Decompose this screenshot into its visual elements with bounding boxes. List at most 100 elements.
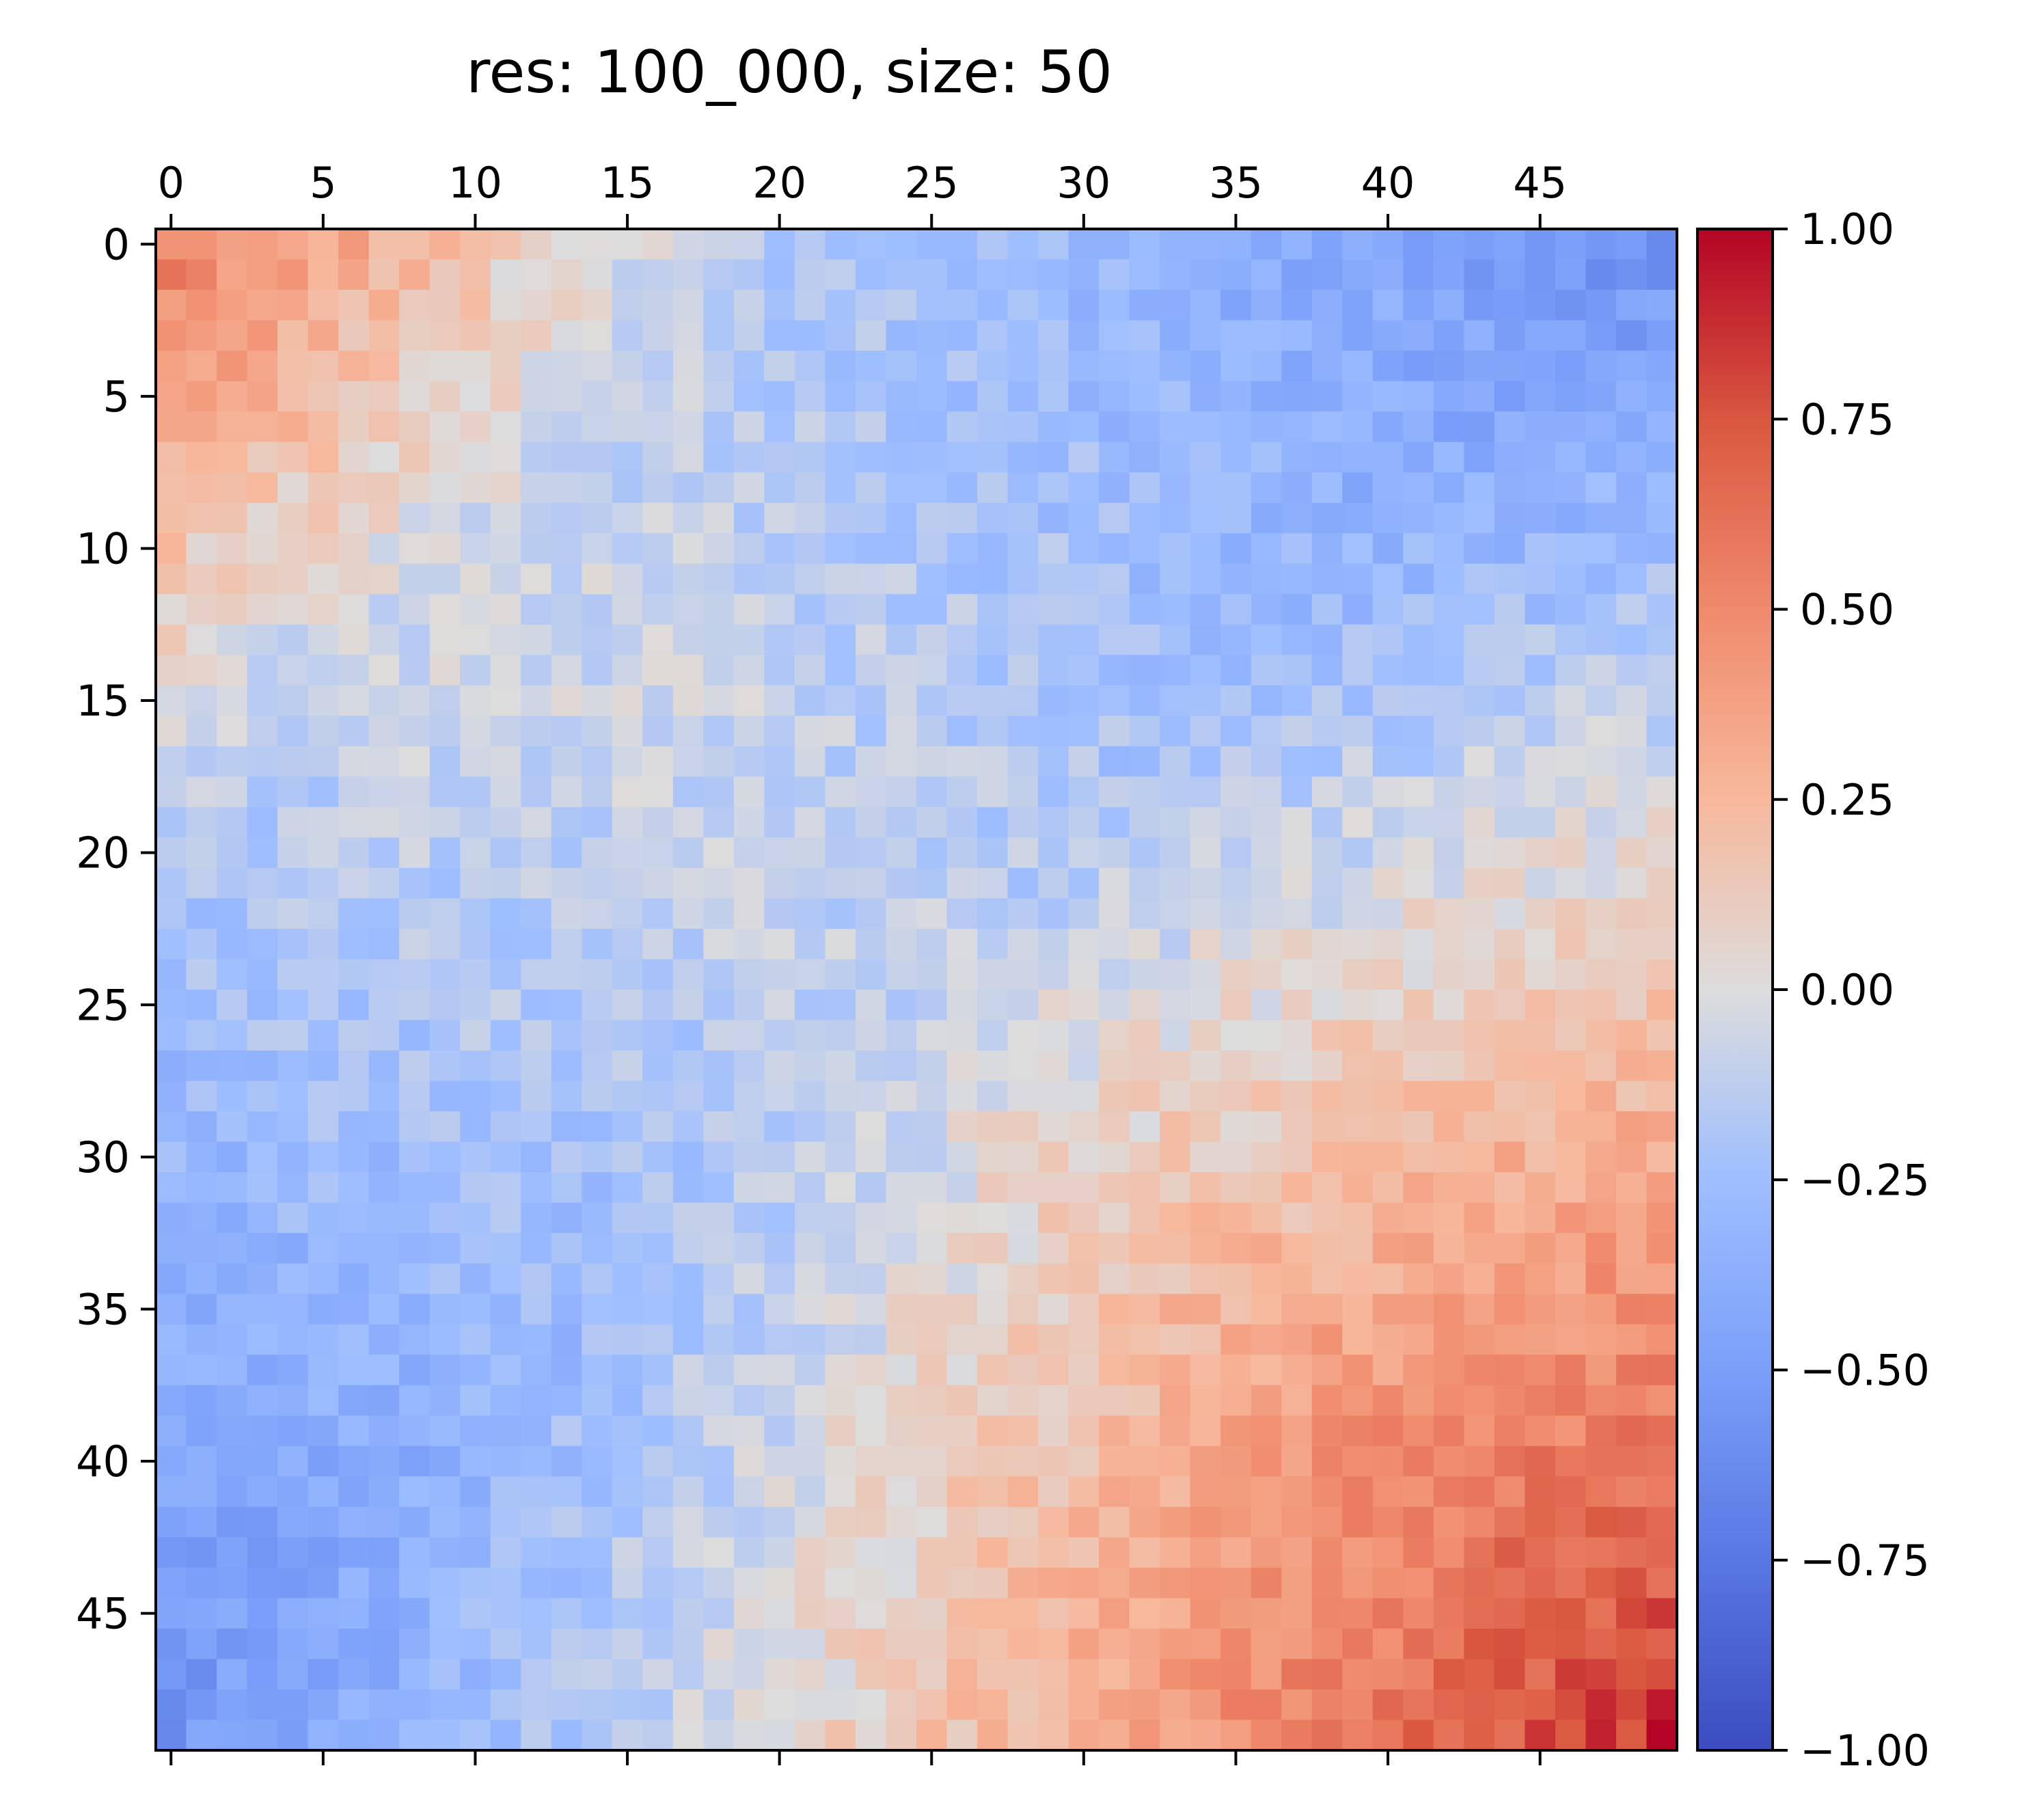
heatmap-cell (521, 990, 552, 1021)
heatmap-cell (1525, 898, 1556, 929)
heatmap-cell (1646, 928, 1678, 960)
heatmap-cell (855, 533, 887, 565)
heatmap-cell (399, 320, 431, 351)
heatmap-cell (764, 1628, 795, 1660)
heatmap-cell (247, 1324, 278, 1355)
heatmap-cell (1403, 1263, 1434, 1294)
heatmap-cell (1281, 351, 1313, 382)
heatmap-cell (1038, 1233, 1069, 1264)
heatmap-cell (886, 411, 917, 443)
heatmap-cell (1129, 1689, 1160, 1721)
heatmap-cell (582, 1567, 613, 1599)
heatmap-cell (1068, 776, 1100, 808)
heatmap-cell (733, 624, 765, 655)
heatmap-cell (1251, 1445, 1282, 1477)
heatmap-cell (399, 1720, 431, 1751)
heatmap-cell (429, 1628, 461, 1660)
heatmap-cell (612, 1050, 643, 1082)
heatmap-cell (1525, 837, 1556, 869)
heatmap-cell (1433, 746, 1464, 777)
heatmap-cell (521, 1476, 552, 1508)
heatmap-cell (1220, 1111, 1252, 1143)
heatmap-cell (490, 1506, 521, 1538)
heatmap-cell (429, 1020, 461, 1051)
heatmap-cell (703, 1355, 735, 1386)
heatmap-cell (1464, 594, 1495, 625)
heatmap-cell (156, 776, 187, 808)
heatmap-cell (368, 624, 400, 655)
heatmap-cell (1342, 1081, 1374, 1112)
heatmap-cell (642, 746, 674, 777)
heatmap-cell (1615, 1081, 1648, 1112)
heatmap-cell (490, 1233, 521, 1264)
heatmap-cell (582, 1263, 613, 1294)
heatmap-cell (1555, 1202, 1587, 1234)
heatmap-cell (1038, 502, 1069, 534)
heatmap-cell (1129, 624, 1160, 655)
heatmap-cell (825, 1476, 856, 1508)
heatmap-cell (1129, 1385, 1160, 1416)
heatmap-cell (429, 1506, 461, 1538)
heatmap-cell (1190, 320, 1221, 351)
heatmap-cell (764, 990, 795, 1021)
heatmap-cell (156, 746, 187, 777)
heatmap-cell (368, 594, 400, 625)
heatmap-cell (582, 502, 613, 534)
heatmap-cell (1068, 290, 1100, 321)
heatmap-cell (1099, 928, 1130, 960)
heatmap-cell (642, 655, 674, 686)
heatmap-cell (612, 229, 643, 260)
heatmap-cell (1099, 1598, 1130, 1629)
heatmap-cell (855, 746, 887, 777)
heatmap-cell (1251, 898, 1282, 929)
heatmap-cell (368, 990, 400, 1021)
heatmap-cell (642, 442, 674, 473)
heatmap-cell (916, 1202, 948, 1234)
heatmap-cell (1160, 1172, 1191, 1204)
colorbar-tick-label: −0.75 (1800, 1536, 1930, 1586)
heatmap-cell (1403, 502, 1434, 534)
heatmap-cell (247, 867, 278, 899)
heatmap-cell (1190, 867, 1221, 899)
heatmap-cell (186, 1233, 217, 1264)
heatmap-cell (1311, 320, 1343, 351)
heatmap-cell (1220, 685, 1252, 716)
heatmap-cell (368, 1506, 400, 1538)
heatmap-cell (642, 1324, 674, 1355)
heatmap-cell (277, 1172, 309, 1204)
heatmap-cell (886, 1567, 917, 1599)
heatmap-cell (217, 1689, 248, 1721)
heatmap-cell (1220, 1294, 1252, 1325)
heatmap-cell (1068, 1324, 1100, 1355)
heatmap-cell (1160, 1537, 1191, 1568)
heatmap-cell (1038, 1355, 1069, 1386)
heatmap-cell (1251, 1081, 1282, 1112)
heatmap-cell (855, 1628, 887, 1660)
heatmap-cell (1525, 351, 1556, 382)
heatmap-cell (1342, 320, 1374, 351)
heatmap-cell (338, 351, 370, 382)
heatmap-cell (247, 1141, 278, 1173)
heatmap-cell (946, 411, 978, 443)
heatmap-cell (399, 1263, 431, 1294)
heatmap-cell (1615, 229, 1648, 260)
heatmap-cell (1646, 1202, 1678, 1234)
heatmap-cell (338, 1172, 370, 1204)
heatmap-cell (977, 563, 1009, 595)
heatmap-cell (1433, 1081, 1464, 1112)
heatmap-cell (277, 472, 309, 504)
heatmap-cell (308, 594, 339, 625)
heatmap-cell (399, 1050, 431, 1082)
heatmap-cell (368, 898, 400, 929)
heatmap-cell (1311, 351, 1343, 382)
heatmap-cell (977, 442, 1009, 473)
heatmap-cell (1281, 1263, 1313, 1294)
heatmap-cell (1615, 320, 1648, 351)
heatmap-cell (277, 624, 309, 655)
heatmap-cell (156, 1689, 187, 1721)
heatmap-cell (1311, 442, 1343, 473)
heatmap-cell (1646, 1324, 1678, 1355)
heatmap-cell (1099, 502, 1130, 534)
